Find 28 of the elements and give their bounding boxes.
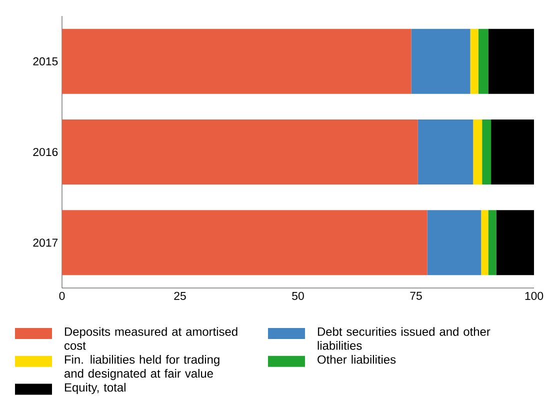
bar (62, 28, 412, 94)
x-tick-label: 50 (292, 292, 304, 300)
x-tick-label: 75 (410, 292, 422, 300)
bar (488, 28, 534, 94)
bar (418, 120, 474, 184)
bar (491, 120, 534, 184)
x-tick-label: 25 (174, 292, 186, 300)
y-tick-label: 2017 (33, 238, 58, 247)
bar (481, 210, 488, 276)
bar (488, 210, 496, 276)
bar (470, 28, 478, 94)
legend-label: Deposits measured at amortised cost (64, 327, 238, 350)
bar (62, 120, 418, 184)
bar (427, 210, 482, 276)
bar (62, 210, 428, 276)
bar (411, 28, 470, 94)
y-tick-label: 2015 (33, 57, 58, 66)
bar (478, 28, 488, 94)
bar (473, 120, 482, 184)
legend-label: Other liabilities (318, 355, 396, 364)
legend-label: Equity, total (64, 382, 126, 394)
bar (496, 210, 534, 276)
x-tick-label: 100 (525, 292, 544, 300)
x-tick-label: 0 (59, 292, 65, 300)
legend-label: Debt securities issued and other liabilities (318, 327, 490, 350)
y-tick-label: 2016 (33, 148, 58, 156)
bar (482, 120, 492, 184)
legend-label: Fin. liabilities held for trading and designated at fair value (64, 355, 220, 380)
